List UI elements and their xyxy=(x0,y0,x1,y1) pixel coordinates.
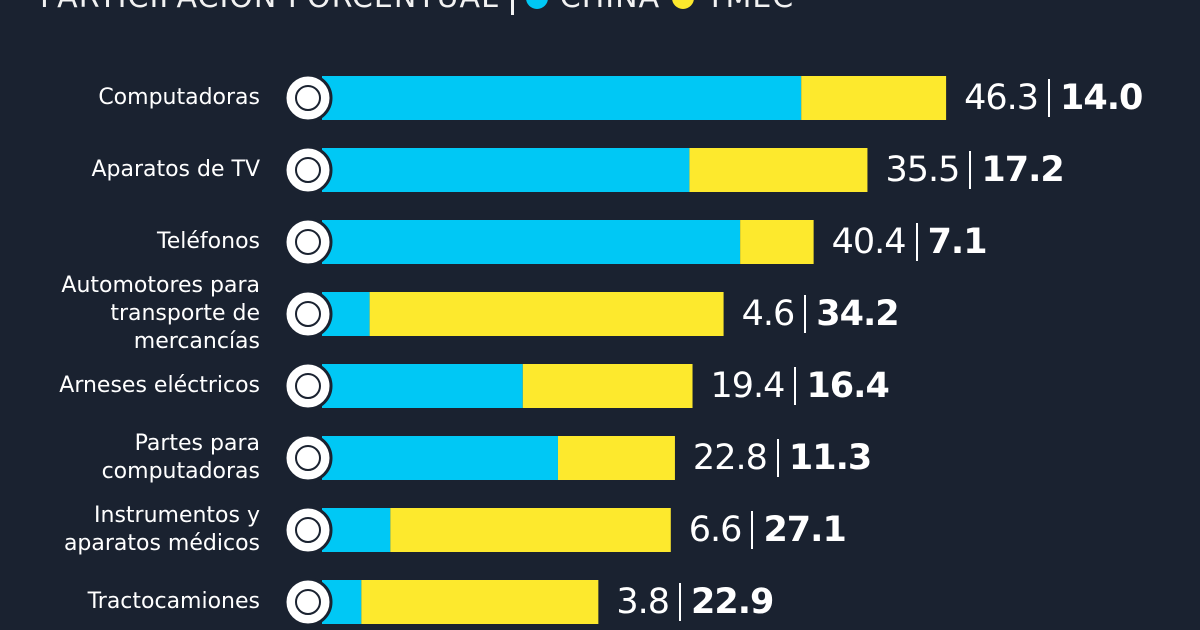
icon-inner xyxy=(295,589,321,615)
icon xyxy=(283,505,333,555)
separator xyxy=(510,0,514,15)
icon xyxy=(283,145,333,195)
category-label: Tractocamiones xyxy=(87,589,260,614)
legend-label: TMEC xyxy=(706,0,794,15)
separator xyxy=(915,223,918,261)
separator xyxy=(804,295,807,333)
value-label: 3.8 22.9 xyxy=(616,582,774,622)
bar-segment xyxy=(361,580,599,624)
icon-inner xyxy=(295,445,321,471)
icon-inner xyxy=(295,301,321,327)
bar-segment xyxy=(740,220,814,264)
value-tmec: 22.9 xyxy=(691,582,774,622)
bar-segment xyxy=(557,436,675,480)
separator xyxy=(776,439,779,477)
legend: PARTICIPACIÓN PORCENTUAL CHINA TMEC xyxy=(40,0,794,15)
value-tmec: 27.1 xyxy=(763,510,846,550)
value-china: 3.8 xyxy=(616,582,670,622)
separator xyxy=(794,367,797,405)
subtitle: PARTICIPACIÓN PORCENTUAL xyxy=(40,0,499,15)
value-china: 22.8 xyxy=(692,438,768,478)
bar-segment xyxy=(522,364,693,408)
value-label: 35.5 17.2 xyxy=(885,150,1064,190)
bar-segment xyxy=(322,148,690,192)
value-label: 22.8 11.3 xyxy=(692,438,872,478)
value-china: 4.6 xyxy=(741,294,796,334)
category-label: Arneses eléctricos xyxy=(59,373,260,398)
value-china: 46.3 xyxy=(964,78,1039,118)
separator xyxy=(1048,79,1051,117)
value-label: 46.3 14.0 xyxy=(964,78,1143,118)
icon xyxy=(283,361,333,411)
value-label: 19.4 16.4 xyxy=(710,366,890,406)
bar-segment xyxy=(322,436,558,480)
category-label: Instrumentos y aparatos médicos xyxy=(63,503,260,556)
icon-inner xyxy=(295,373,321,399)
icon xyxy=(283,577,333,627)
legend-label: CHINA xyxy=(560,0,660,15)
category-label: Aparatos de TV xyxy=(91,157,260,182)
separator xyxy=(751,511,754,549)
icon xyxy=(283,73,333,123)
bar-segment xyxy=(322,508,391,552)
value-label: 4.6 34.2 xyxy=(741,294,900,334)
legend-swatch xyxy=(672,0,695,9)
bar-segment xyxy=(322,76,802,120)
value-china: 6.6 xyxy=(688,510,743,550)
value-china: 35.5 xyxy=(885,150,960,190)
bar-segment xyxy=(689,148,868,192)
value-label: 40.4 7.1 xyxy=(831,222,988,262)
value-label: 6.6 27.1 xyxy=(688,510,847,550)
value-tmec: 16.4 xyxy=(806,366,889,406)
legend-swatch xyxy=(525,0,548,9)
category-label: Computadoras xyxy=(98,85,260,110)
icon xyxy=(283,289,333,339)
value-tmec: 34.2 xyxy=(816,294,899,334)
value-china: 19.4 xyxy=(710,366,786,406)
icon-inner xyxy=(295,229,321,255)
category-label: Automotores para transporte de mercancía… xyxy=(61,273,260,354)
value-tmec: 14.0 xyxy=(1060,78,1143,118)
bar-segment xyxy=(322,220,741,264)
icon-inner xyxy=(295,517,321,543)
icon xyxy=(283,433,333,483)
value-tmec: 11.3 xyxy=(788,438,872,478)
icon-inner xyxy=(295,85,321,111)
icon-inner xyxy=(295,157,321,183)
bar-segment xyxy=(369,292,724,336)
separator xyxy=(969,151,972,189)
icon xyxy=(283,217,333,267)
value-tmec: 17.2 xyxy=(981,150,1064,190)
category-label: Partes para computadoras xyxy=(101,431,260,484)
bar-segment xyxy=(390,508,671,552)
category-label: Teléfonos xyxy=(157,229,260,254)
bar-segment xyxy=(801,76,947,120)
separator xyxy=(679,583,682,621)
value-china: 40.4 xyxy=(831,222,907,262)
bar-segment xyxy=(322,364,523,408)
value-tmec: 7.1 xyxy=(927,222,988,262)
